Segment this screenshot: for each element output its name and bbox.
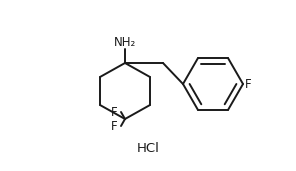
Text: F: F [111, 120, 118, 133]
Text: HCl: HCl [136, 142, 160, 155]
Text: F: F [245, 77, 252, 90]
Text: F: F [111, 106, 118, 119]
Text: NH₂: NH₂ [114, 36, 136, 49]
